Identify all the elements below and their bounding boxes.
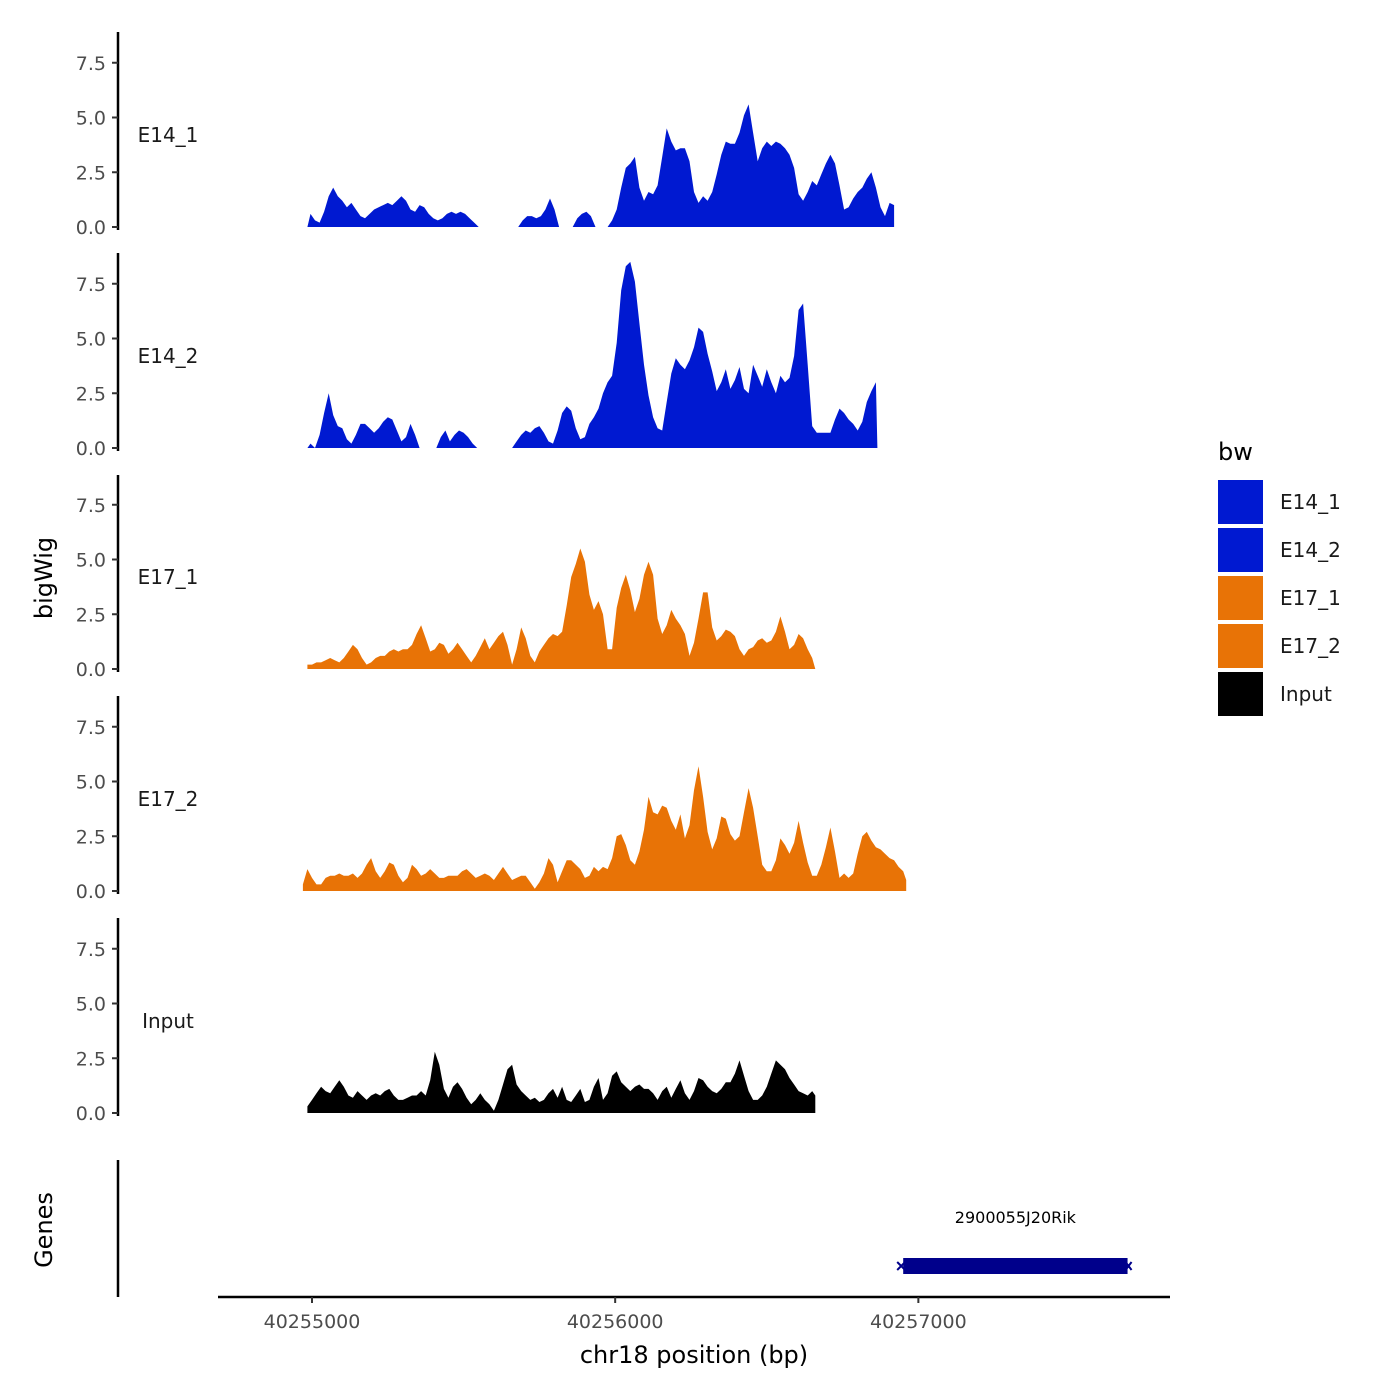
x-tick-label: 40257000 <box>870 1311 967 1333</box>
y-tick-label: 2.5 <box>76 162 106 184</box>
y-tick-label: 2.5 <box>76 604 106 626</box>
y-tick-label: 0.0 <box>76 438 106 460</box>
y-tick-label: 0.0 <box>76 1103 106 1125</box>
y-tick-label: 7.5 <box>76 274 106 296</box>
y-tick-label: 7.5 <box>76 939 106 961</box>
gene-body <box>903 1258 1128 1274</box>
track-label-Input: Input <box>142 1009 194 1033</box>
genes-panel: 2900055J20Rik <box>116 1160 1133 1297</box>
legend-swatch <box>1218 624 1263 668</box>
x-axis: 40255000 40256000 40257000 <box>218 1295 1170 1333</box>
x-tick-label: 40256000 <box>567 1311 664 1333</box>
signal-area-E14_2 <box>307 261 878 448</box>
legend-item-Input: Input <box>1218 672 1332 716</box>
y-tick-label: 0.0 <box>76 659 106 681</box>
legend-swatch <box>1218 480 1263 524</box>
y-tick-label: 2.5 <box>76 826 106 848</box>
legend-swatch <box>1218 672 1263 716</box>
y-tick-label: 2.5 <box>76 383 106 405</box>
legend-label: Input <box>1280 682 1332 706</box>
y-tick-label: 0.0 <box>76 881 106 903</box>
y-tick-label: 2.5 <box>76 1048 106 1070</box>
track-label-E17_2: E17_2 <box>138 787 199 811</box>
legend-item-E17_1: E17_1 <box>1218 576 1341 620</box>
track-E17_2: 0.0 2.5 5.0 7.5 E17_2 <box>76 696 907 903</box>
gene-strand-marker <box>896 1261 906 1271</box>
track-E14_1: 0.0 2.5 5.0 7.5 E14_1 <box>76 32 895 239</box>
track-label-E17_1: E17_1 <box>138 565 199 589</box>
legend-label: E17_2 <box>1280 634 1341 658</box>
track-E14_2: 0.0 2.5 5.0 7.5 E14_2 <box>76 253 878 460</box>
x-axis-title: chr18 position (bp) <box>580 1341 808 1369</box>
y-tick-label: 5.0 <box>76 108 106 130</box>
gene-2900055J20Rik: 2900055J20Rik <box>896 1208 1133 1274</box>
genes-axis-title: Genes <box>30 1192 58 1268</box>
y-tick-label: 5.0 <box>76 994 106 1016</box>
track-label-E14_2: E14_2 <box>138 344 199 368</box>
legend-item-E14_1: E14_1 <box>1218 480 1341 524</box>
legend-label: E14_2 <box>1280 538 1341 562</box>
legend-title: bw <box>1218 438 1253 466</box>
track-Input: 0.0 2.5 5.0 7.5 Input <box>76 918 816 1125</box>
y-axis-title: bigWig <box>30 537 58 619</box>
legend-swatch <box>1218 576 1263 620</box>
signal-area-E17_1 <box>307 548 816 669</box>
legend-label: E17_1 <box>1280 586 1341 610</box>
legend-label: E14_1 <box>1280 490 1341 514</box>
legend: bw E14_1 E14_2 E17_1 E17_2 Input <box>1218 438 1341 716</box>
y-tick-label: 5.0 <box>76 329 106 351</box>
y-tick-label: 7.5 <box>76 53 106 75</box>
signal-area-E14_1 <box>307 104 895 227</box>
y-tick-label: 5.0 <box>76 772 106 794</box>
signal-tracks: 0.0 2.5 5.0 7.5 E14_1 0.0 2.5 5.0 7.5 E14_2 0.0 2.5… <box>76 32 907 1125</box>
x-tick-label: 40255000 <box>264 1311 361 1333</box>
legend-item-E17_2: E17_2 <box>1218 624 1341 668</box>
y-tick-label: 7.5 <box>76 495 106 517</box>
legend-swatch <box>1218 528 1263 572</box>
legend-item-E14_2: E14_2 <box>1218 528 1341 572</box>
y-tick-label: 0.0 <box>76 217 106 239</box>
y-tick-label: 5.0 <box>76 550 106 572</box>
y-tick-label: 7.5 <box>76 717 106 739</box>
signal-area-E17_2 <box>302 766 907 891</box>
signal-area-Input <box>307 1051 816 1113</box>
gene-label: 2900055J20Rik <box>955 1208 1077 1227</box>
track-E17_1: 0.0 2.5 5.0 7.5 E17_1 <box>76 475 816 681</box>
gene-end-marker <box>1124 1261 1133 1271</box>
track-label-E14_1: E14_1 <box>138 123 199 147</box>
